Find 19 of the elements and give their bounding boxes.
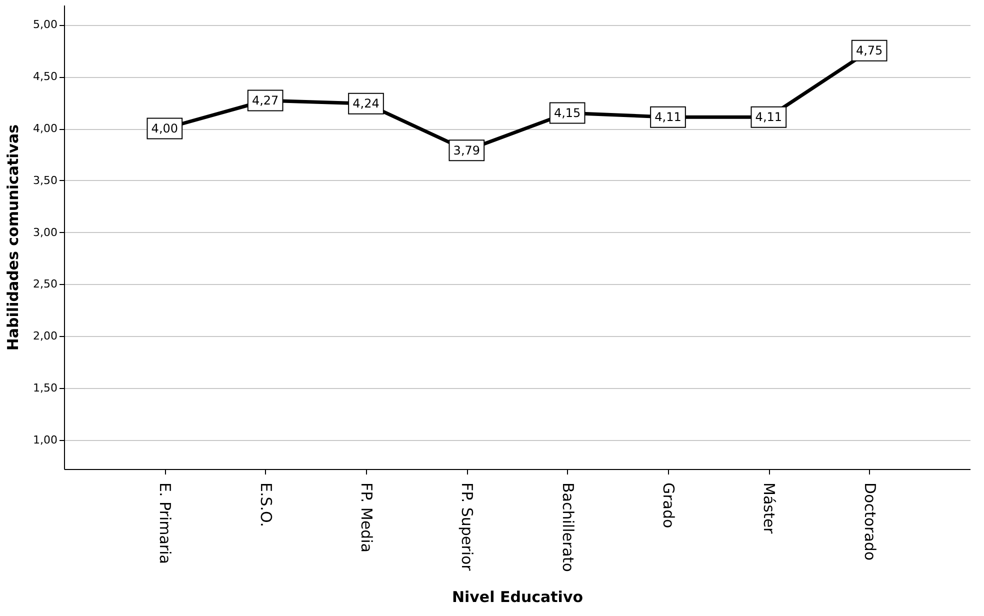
y-axis-title: Habilidades comunicativas [4, 124, 22, 351]
x-tick-label: E. Primaria [156, 482, 174, 564]
y-tick-label: 1,00 [33, 433, 58, 446]
y-tick-label: 3,00 [33, 226, 58, 239]
y-tick-label: 2,50 [33, 278, 58, 291]
x-tick-label: FP. Media [358, 482, 376, 552]
x-axis-title: Nivel Educativo [452, 588, 584, 606]
x-tick-label: Máster [760, 482, 778, 535]
x-tick-label: E.S.O. [256, 482, 275, 528]
x-tick-label: Bachillerato [558, 482, 577, 572]
y-tick-label: 4,00 [33, 122, 58, 136]
x-tick-label: FP. Superior [458, 482, 476, 572]
x-tick-label: Doctorado [860, 482, 879, 561]
y-tick-label: 4,50 [33, 70, 58, 84]
y-tick-label: 1,50 [33, 382, 58, 395]
y-tick-label: 2,00 [33, 330, 58, 343]
y-tick-label: 5,00 [33, 18, 58, 32]
y-tick-label: 3,50 [33, 174, 58, 187]
x-tick-label: Grado [660, 482, 678, 528]
